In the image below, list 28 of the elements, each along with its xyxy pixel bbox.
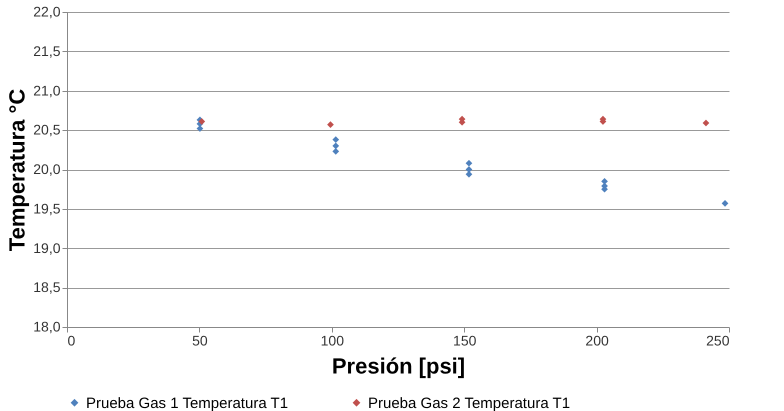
x-tick-label: 150 [453,332,477,348]
point [466,160,472,167]
y-tick-label: 20,0 [33,161,61,177]
y-tick-label: 20,5 [33,122,61,138]
x-tick-label: 100 [320,332,344,348]
legend-label: Prueba Gas 1 Temperatura T1 [86,394,288,411]
point [332,148,340,155]
y-tick-label: 21,0 [33,82,61,98]
point [466,170,472,178]
y-tick-label: 18,0 [33,318,61,334]
point [327,121,334,128]
y-axis-title: Temperatura °C [4,88,30,252]
x-tick-label: 0 [68,332,76,348]
point [332,136,340,143]
y-tick-label: 21,5 [33,42,61,59]
y-tick-label: 19,0 [33,240,61,256]
point [332,142,340,150]
x-tick-label: 200 [585,332,609,348]
point [702,120,710,126]
point [601,178,608,185]
point [722,200,728,207]
y-tick-label: 22,0 [33,4,61,20]
legend-label: Prueba Gas 2 Temperatura T1 [368,394,570,411]
y-tick-label: 18,5 [33,279,61,296]
x-tick-label: 50 [192,332,208,348]
x-axis-title: Presión [psi] [332,354,466,378]
x-tick-label: 250 [706,332,730,348]
y-tick-label: 19,5 [33,200,61,216]
